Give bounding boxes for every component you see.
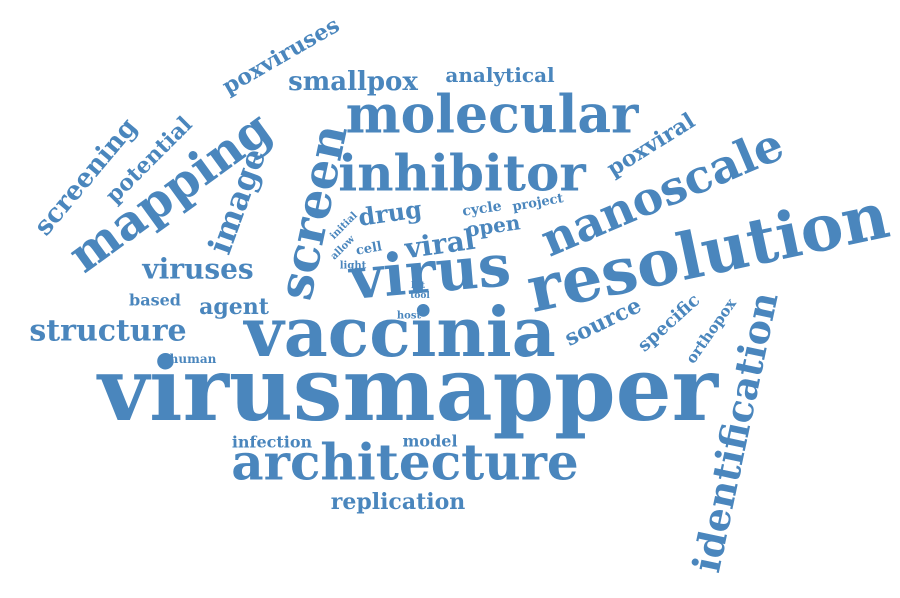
word-screen: screen (267, 119, 359, 304)
word-vaccinia: vaccinia (242, 293, 556, 373)
word-tool: tool (410, 291, 430, 301)
word-molecular: molecular (346, 85, 639, 146)
word-smallpox: smallpox (288, 67, 418, 97)
word-structure: structure (29, 314, 186, 349)
word-replication: replication (331, 489, 466, 515)
word-virus: virus (345, 231, 513, 313)
word-cell: cell (355, 239, 383, 258)
word-light: light (340, 261, 367, 272)
word-host: host (397, 311, 422, 322)
word-viruses: viruses (141, 253, 253, 286)
word-architecture: architecture (231, 433, 579, 492)
word-hit: hit (411, 281, 426, 291)
word-agent: agent (199, 294, 270, 320)
word-analytical: analytical (445, 63, 555, 87)
word-human: human (170, 352, 217, 366)
word-infection: infection (232, 433, 313, 452)
word-model: model (402, 432, 457, 451)
word-cycle: cycle (461, 198, 502, 219)
word-based: based (129, 291, 181, 310)
word-virusmapper: virusmapper (96, 337, 720, 441)
word-inhibitor: inhibitor (338, 144, 586, 203)
